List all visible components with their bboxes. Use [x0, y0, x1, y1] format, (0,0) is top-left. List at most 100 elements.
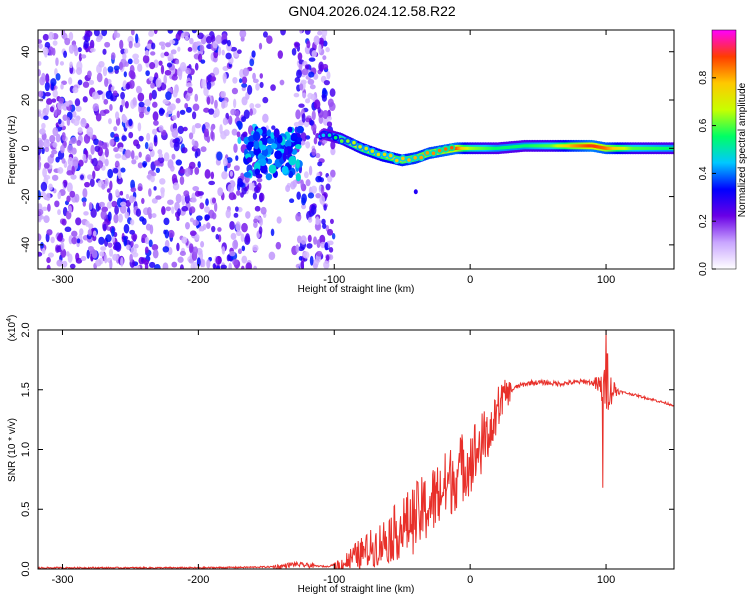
noise-blob: [281, 165, 289, 175]
noise-blob: [181, 147, 188, 154]
noise-blob: [101, 183, 106, 190]
noise-blob: [38, 139, 44, 149]
noise-blob: [44, 91, 51, 97]
noise-blob: [240, 233, 245, 243]
noise-blob: [248, 182, 254, 191]
noise-blob: [313, 236, 318, 245]
noise-blob: [313, 137, 318, 145]
noise-blob: [177, 46, 181, 52]
noise-blob: [233, 98, 237, 109]
noise-blob: [102, 66, 108, 77]
noise-blob: [300, 235, 307, 245]
noise-blob: [41, 147, 45, 155]
y-tick-label: 1.5: [20, 382, 32, 397]
noise-blob: [205, 198, 209, 206]
noise-blob: [270, 228, 275, 237]
noise-blob: [253, 140, 260, 150]
noise-blob: [84, 181, 91, 188]
noise-blob: [277, 50, 284, 59]
noise-blob: [254, 103, 261, 109]
noise-blob: [43, 115, 49, 121]
noise-blob: [170, 49, 177, 55]
noise-blob: [311, 148, 317, 156]
noise-blob: [103, 98, 109, 105]
noise-blob: [49, 153, 55, 158]
noise-blob: [294, 42, 301, 48]
noise-blob: [185, 106, 192, 113]
noise-blob: [165, 91, 172, 101]
noise-blob: [107, 66, 114, 73]
noise-blob: [274, 150, 283, 160]
noise-blob: [158, 125, 164, 132]
noise-blob: [121, 115, 128, 124]
noise-blob: [249, 58, 255, 67]
noise-blob: [330, 140, 336, 150]
noise-blob: [192, 185, 200, 192]
noise-blob: [120, 167, 126, 173]
noise-blob: [199, 225, 205, 232]
noise-blob: [252, 72, 256, 81]
noise-blob: [231, 87, 238, 95]
noise-blob: [208, 108, 215, 115]
noise-blob: [151, 198, 158, 204]
noise-blob: [92, 170, 96, 180]
noise-blob: [52, 141, 58, 148]
noise-blob: [298, 256, 303, 261]
y-tick-label: 1.0: [20, 442, 32, 457]
noise-blob: [40, 181, 48, 192]
noise-blob: [167, 30, 174, 34]
noise-blob: [259, 144, 267, 151]
noise-blob: [104, 178, 109, 187]
noise-blob: [233, 165, 240, 171]
noise-blob: [90, 208, 97, 218]
spectrogram-noise-blobs: [38, 30, 336, 269]
y-tick-label: 0.5: [20, 502, 32, 517]
spectrogram-x-label: Height of straight line (km): [298, 284, 415, 295]
noise-blob: [233, 212, 239, 218]
noise-blob: [302, 92, 307, 99]
noise-blob: [78, 53, 83, 62]
noise-blob: [82, 153, 87, 162]
noise-blob: [43, 215, 50, 224]
noise-blob: [215, 233, 219, 240]
noise-blob: [160, 52, 165, 58]
noise-blob: [162, 246, 170, 253]
noise-blob: [109, 138, 115, 147]
noise-blob: [104, 77, 109, 88]
noise-blob: [114, 111, 120, 120]
noise-blob: [45, 103, 50, 114]
noise-blob: [93, 138, 100, 146]
noise-blob: [222, 65, 229, 71]
noise-blob: [109, 248, 114, 257]
noise-blob: [271, 125, 276, 130]
noise-blob: [73, 46, 79, 57]
noise-blob: [62, 260, 68, 268]
noise-blob: [149, 62, 156, 70]
noise-blob: [151, 213, 157, 218]
noise-blob: [148, 142, 154, 150]
noise-blob: [114, 153, 122, 159]
x-tick-label: -200: [187, 574, 209, 586]
noise-blob: [64, 37, 71, 46]
noise-blob: [38, 208, 44, 216]
noise-blob: [307, 78, 315, 85]
noise-blob: [136, 264, 141, 269]
noise-blob: [166, 62, 173, 68]
noise-blob: [237, 121, 243, 130]
noise-blob: [69, 263, 76, 269]
noise-blob: [282, 152, 287, 162]
noise-blob: [100, 246, 107, 251]
noise-blob: [153, 120, 159, 126]
noise-blob: [62, 114, 68, 122]
noise-blob: [60, 83, 64, 90]
noise-blob: [82, 81, 90, 88]
noise-blob: [75, 217, 82, 226]
noise-blob: [165, 206, 172, 212]
spectrogram-y-ticks: -40 -20 0 20 40: [20, 46, 674, 253]
noise-blob: [133, 58, 140, 65]
noise-blob: [46, 257, 51, 264]
noise-blob: [114, 136, 120, 143]
noise-blob: [210, 171, 215, 180]
noise-blob: [221, 100, 226, 109]
noise-blob: [98, 140, 103, 148]
